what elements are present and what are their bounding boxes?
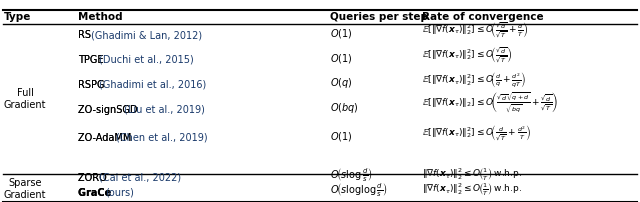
Text: ZO-AdaMM: ZO-AdaMM <box>78 132 134 142</box>
Text: $O(q)$: $O(q)$ <box>330 76 353 89</box>
Text: TPGE: TPGE <box>78 55 107 65</box>
Text: RS: RS <box>78 30 94 40</box>
Text: Sparse
Gradient: Sparse Gradient <box>4 177 47 199</box>
Text: TPGE: TPGE <box>78 55 107 65</box>
Text: Rate of convergence: Rate of convergence <box>422 12 543 22</box>
Text: Method: Method <box>78 12 123 22</box>
Text: ZO-AdaMM: ZO-AdaMM <box>78 132 134 142</box>
Text: $O(1)$: $O(1)$ <box>330 52 353 65</box>
Text: $O\!\left(s \log \frac{d}{s}\right)$: $O\!\left(s \log \frac{d}{s}\right)$ <box>330 165 373 182</box>
Text: $\mathbb{E}[\|\nabla f(\boldsymbol{x}_\tau)\|_2] \leq O\!\left(\frac{\sqrt{d}\sq: $\mathbb{E}[\|\nabla f(\boldsymbol{x}_\t… <box>422 90 558 115</box>
Text: $O(bq)$: $O(bq)$ <box>330 101 359 115</box>
Text: GraCe: GraCe <box>78 187 115 197</box>
Text: ZORO: ZORO <box>78 172 110 182</box>
Text: Full
Gradient: Full Gradient <box>4 88 47 109</box>
Text: $O(1)$: $O(1)$ <box>330 27 353 40</box>
Text: $\|\nabla f(\boldsymbol{x}_\tau)\|_2^2 \leq O\!\left(\frac{1}{T}\right)\,\text{w: $\|\nabla f(\boldsymbol{x}_\tau)\|_2^2 \… <box>422 180 522 197</box>
Text: $O\!\left(s \log\!\log \frac{d}{s}\right)$: $O\!\left(s \log\!\log \frac{d}{s}\right… <box>330 180 388 197</box>
Text: $O(1)$: $O(1)$ <box>330 129 353 142</box>
Text: $\mathbb{E}[\|\nabla f(\boldsymbol{x}_\tau)\|_2^2] \leq O\!\left(\frac{\sqrt{d}}: $\mathbb{E}[\|\nabla f(\boldsymbol{x}_\t… <box>422 20 529 40</box>
Text: (Cai et al., 2022): (Cai et al., 2022) <box>99 172 181 182</box>
Text: ZO-signSGD: ZO-signSGD <box>78 104 141 115</box>
Text: (Liu et al., 2019): (Liu et al., 2019) <box>124 104 205 115</box>
Text: (ours): (ours) <box>105 187 134 197</box>
Text: ZO-signSGD: ZO-signSGD <box>78 104 141 115</box>
Text: RSPG: RSPG <box>78 80 108 89</box>
Text: Type: Type <box>4 12 31 22</box>
Text: $\mathbb{E}[\|\nabla f(\boldsymbol{x}_\tau)\|_2^2] \leq O\!\left(\frac{d}{\sqrt{: $\mathbb{E}[\|\nabla f(\boldsymbol{x}_\t… <box>422 123 531 142</box>
Text: Queries per step: Queries per step <box>330 12 428 22</box>
Text: GraCe: GraCe <box>78 187 115 197</box>
Text: (Chen et al., 2019): (Chen et al., 2019) <box>116 132 207 142</box>
Text: RSPG: RSPG <box>78 80 108 89</box>
Text: $\mathbb{E}[\|\nabla f(\boldsymbol{x}_\tau)\|_2^2] \leq O\!\left(\frac{d}{q} + \: $\mathbb{E}[\|\nabla f(\boldsymbol{x}_\t… <box>422 70 526 89</box>
Text: $\|\nabla f(\boldsymbol{x}_\tau)\|_2^2 \leq O\!\left(\frac{1}{T}\right)\,\text{w: $\|\nabla f(\boldsymbol{x}_\tau)\|_2^2 \… <box>422 166 522 182</box>
Text: (Ghadimi et al., 2016): (Ghadimi et al., 2016) <box>99 80 206 89</box>
Text: $\mathbb{E}[\|\nabla f(\boldsymbol{x}_\tau)\|_2^2] \leq O\!\left(\frac{\sqrt{d}}: $\mathbb{E}[\|\nabla f(\boldsymbol{x}_\t… <box>422 45 513 65</box>
Text: ZORO: ZORO <box>78 172 110 182</box>
Text: RS: RS <box>78 30 94 40</box>
Text: (Ghadimi & Lan, 2012): (Ghadimi & Lan, 2012) <box>91 30 202 40</box>
Text: (Duchi et al., 2015): (Duchi et al., 2015) <box>99 55 194 65</box>
